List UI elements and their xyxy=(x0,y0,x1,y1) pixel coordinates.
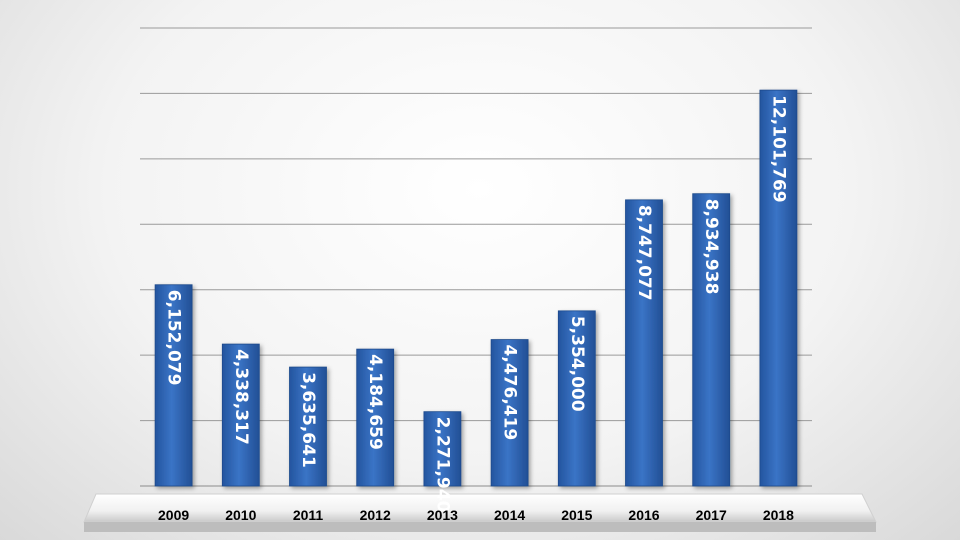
x-tick-label-2011: 2011 xyxy=(293,507,324,523)
chart-base-edge xyxy=(84,522,876,532)
bars xyxy=(154,89,798,487)
bar-2017 xyxy=(692,193,731,487)
data-label-2012: 4,184,659 xyxy=(365,354,385,450)
data-label-2014: 4,476,419 xyxy=(500,345,520,441)
x-tick-label-2017: 2017 xyxy=(696,507,727,523)
x-tick-label-2016: 2016 xyxy=(628,507,659,523)
data-label-2017: 8,934,938 xyxy=(701,199,721,295)
data-label-2011: 3,635,641 xyxy=(298,372,318,468)
bar-2013 xyxy=(423,411,462,487)
bar-2009 xyxy=(154,284,193,487)
x-tick-label-2013: 2013 xyxy=(427,507,458,523)
data-label-2018: 12,101,769 xyxy=(768,95,788,203)
x-tick-label-2012: 2012 xyxy=(360,507,391,523)
data-label-2013: 2,271,940 xyxy=(432,417,452,513)
chart-base-platform xyxy=(83,493,877,523)
bar-2011 xyxy=(289,366,327,487)
bar-2018 xyxy=(759,89,798,487)
data-label-2015: 5,354,000 xyxy=(567,316,587,412)
data-label-2009: 6,152,079 xyxy=(164,290,184,386)
bar-2010 xyxy=(221,343,260,487)
x-tick-label-2018: 2018 xyxy=(763,507,794,523)
bar-2016 xyxy=(625,199,663,487)
x-tick-label-2014: 2014 xyxy=(494,507,525,523)
category-axis: 2009 2010 2011 2012 2013 2014 2015 2016 2017 2018 xyxy=(158,507,794,523)
data-label-2010: 4,338,317 xyxy=(231,349,251,445)
bar-2014 xyxy=(490,339,529,487)
x-tick-label-2010: 2010 xyxy=(225,507,256,523)
x-tick-label-2009: 2009 xyxy=(158,507,189,523)
x-tick-label-2015: 2015 xyxy=(561,507,592,523)
data-labels: 6,152,079 4,338,317 3,635,641 4,184,659 2,27… xyxy=(164,95,789,512)
bar-2012 xyxy=(356,348,395,487)
data-label-2016: 8,747,077 xyxy=(634,205,654,301)
bar-2015 xyxy=(557,310,596,487)
